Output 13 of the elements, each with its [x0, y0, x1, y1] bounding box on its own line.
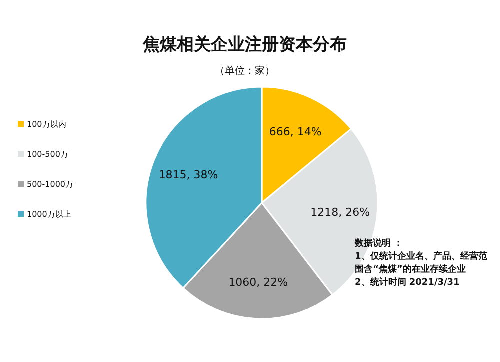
- data-label: 1060, 22%: [228, 276, 288, 289]
- legend-label: 100-500万: [27, 150, 68, 159]
- chart-subtitle: （单位：家）: [215, 65, 275, 77]
- legend-label: 500-1000万: [27, 180, 74, 189]
- data-label: 666, 14%: [269, 126, 322, 139]
- legend-label: 100万以内: [27, 120, 66, 129]
- legend-label: 1000万以上: [27, 210, 72, 219]
- data-label: 1815, 38%: [158, 168, 218, 182]
- chart-title: 焦煤相关企业注册资本分布: [142, 35, 347, 55]
- text: 数据说明 ：: [355, 238, 404, 251]
- text: 2、统计时间 2021/3/31: [355, 277, 461, 290]
- text: 1、仅统计企业名、产品、经营范围含“焦煤”的在业存续企业: [355, 251, 488, 277]
- data-label: 1218, 26%: [310, 206, 370, 219]
